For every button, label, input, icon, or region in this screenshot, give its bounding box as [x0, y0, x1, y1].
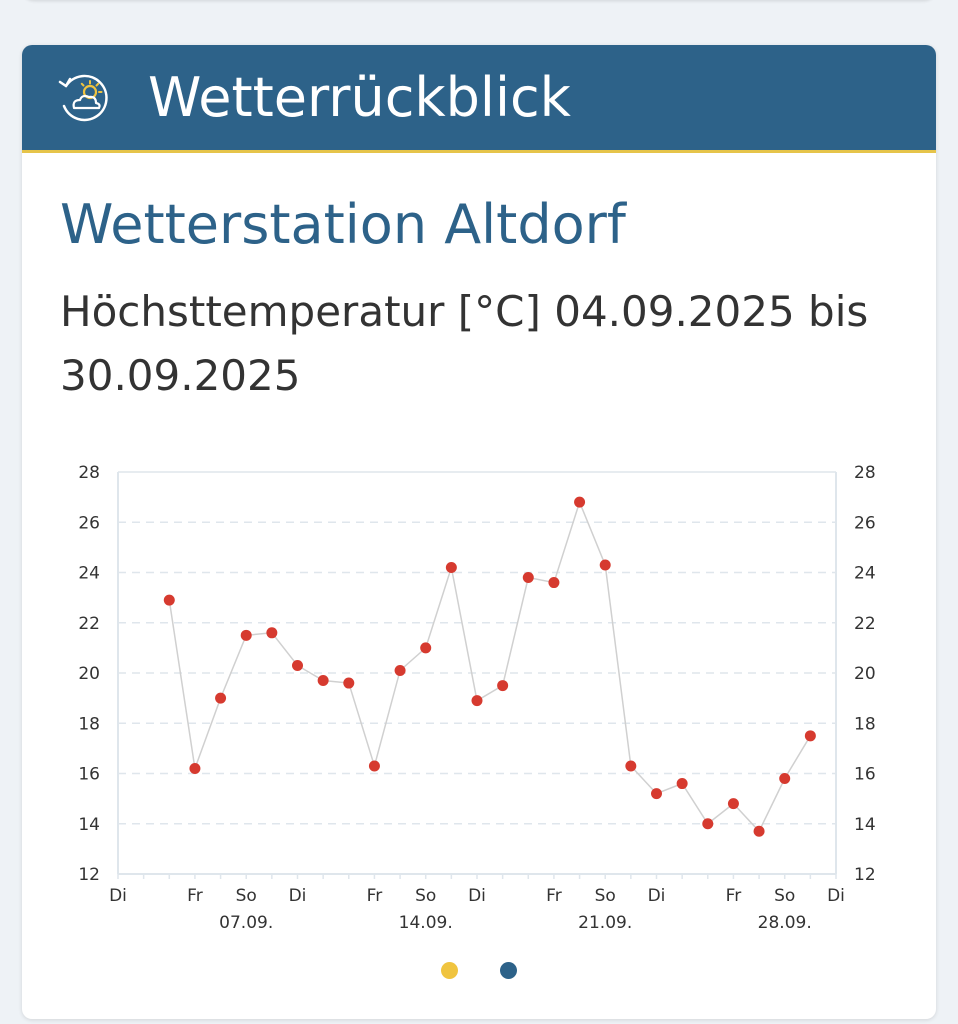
- data-point: [599, 559, 611, 571]
- data-point: [240, 629, 252, 641]
- series-line: [168, 499, 812, 833]
- data-point: [574, 496, 586, 508]
- x-tick-date: 07.09.: [219, 913, 273, 933]
- x-tick-label: So: [774, 886, 795, 906]
- data-point: [548, 577, 560, 589]
- y-tick-right: 20: [854, 664, 876, 684]
- y-tick-left: 28: [78, 463, 100, 483]
- data-point: [625, 760, 637, 772]
- temperature-chart: 12 12 14 14 16 16 18 18 20 20 22 22 24 24 26 26 28 28 Di Fr…: [78, 463, 876, 933]
- y-tick-right: 12: [854, 865, 876, 885]
- y-tick-right: 22: [854, 614, 876, 634]
- data-point: [445, 561, 457, 573]
- data-point: [651, 788, 662, 800]
- y-tick-right: 18: [854, 714, 876, 734]
- y-tick-left: 18: [78, 714, 100, 734]
- y-tick-right: 26: [854, 513, 876, 533]
- x-tick-label: So: [236, 886, 257, 906]
- x-tick-label: Fr: [726, 886, 742, 906]
- x-tick-date: 21.09.: [578, 913, 632, 933]
- data-point: [292, 659, 303, 671]
- x-tick-label: Di: [648, 886, 666, 906]
- y-tick-right: 16: [854, 765, 876, 785]
- y-tick-left: 26: [78, 513, 100, 533]
- page-dot-1[interactable]: [441, 962, 458, 979]
- y-tick-left: 12: [78, 865, 100, 885]
- data-point: [215, 692, 227, 704]
- data-point: [779, 773, 791, 785]
- data-point: [343, 677, 355, 689]
- data-point: [497, 680, 509, 692]
- data-point: [702, 818, 714, 830]
- y-tick-left: 14: [78, 815, 100, 835]
- x-tick-label: Fr: [187, 886, 203, 906]
- station-name: Wetterstation Altdorf: [60, 193, 626, 256]
- y-tick-right: 14: [854, 815, 876, 835]
- weather-review-card: Wetterrückblick Wetterstation Altdorf Hö…: [22, 45, 936, 1019]
- x-tick-label: Di: [109, 886, 127, 906]
- y-tick-right: 28: [854, 463, 876, 483]
- x-tick-label: Di: [289, 886, 307, 906]
- x-tick-label: Di: [827, 886, 845, 906]
- data-point: [522, 572, 534, 584]
- y-tick-left: 22: [78, 614, 100, 634]
- data-point: [368, 760, 380, 772]
- x-tick-label: So: [415, 886, 436, 906]
- pagination-dots: [22, 962, 936, 982]
- y-tick-left: 24: [78, 564, 100, 584]
- data-point: [804, 730, 816, 742]
- data-point: [676, 778, 688, 790]
- data-point: [189, 762, 201, 774]
- data-point: [163, 594, 175, 606]
- data-point: [727, 798, 739, 810]
- data-point: [266, 627, 278, 639]
- y-tick-left: 20: [78, 664, 100, 684]
- y-tick-left: 16: [78, 765, 100, 785]
- card-header: Wetterrückblick: [22, 45, 936, 153]
- x-tick-date: 14.09.: [399, 913, 453, 933]
- y-tick-right: 24: [854, 564, 876, 584]
- data-point: [317, 675, 329, 687]
- x-tick-label: Fr: [546, 886, 562, 906]
- x-tick-label: Fr: [367, 886, 383, 906]
- weather-history-icon: [58, 74, 108, 121]
- x-tick-label: Di: [468, 886, 486, 906]
- x-tick-label: So: [595, 886, 616, 906]
- x-tick-date: 28.09.: [758, 913, 812, 933]
- data-point: [420, 642, 432, 654]
- data-point: [753, 825, 765, 837]
- page-dot-2[interactable]: [500, 962, 517, 979]
- data-point: [471, 695, 483, 707]
- card-title: Wetterrückblick: [148, 65, 571, 129]
- chart-title: Höchsttemperatur [°C] 04.09.2025 bis 30.…: [60, 287, 869, 400]
- data-point: [394, 664, 406, 676]
